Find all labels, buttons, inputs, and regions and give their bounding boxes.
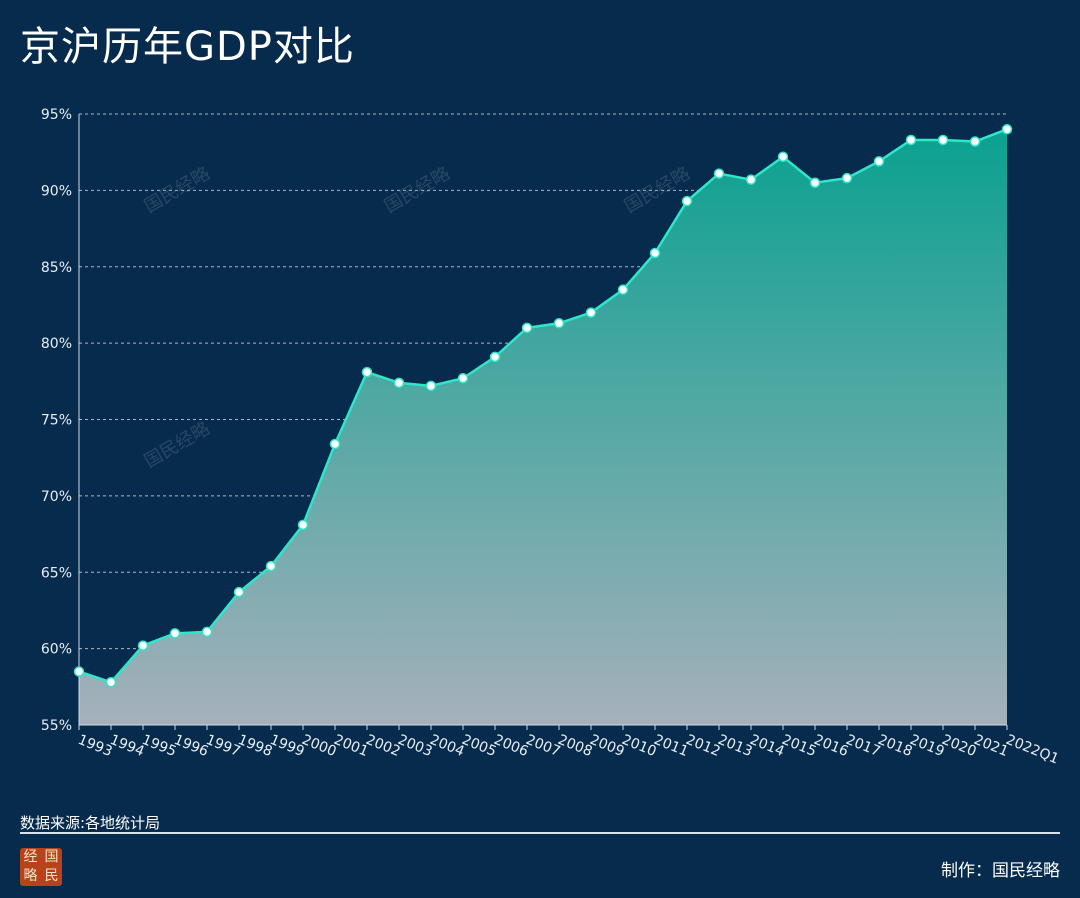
data-point	[393, 377, 405, 389]
data-point	[809, 177, 821, 188]
data-point	[137, 640, 149, 651]
y-tick-label: 60%	[41, 642, 72, 658]
data-point	[1001, 124, 1013, 135]
data-point	[937, 134, 949, 146]
y-tick-label: 90%	[41, 183, 72, 199]
data-point	[841, 172, 853, 184]
data-point	[649, 247, 661, 259]
series-line	[78, 128, 1008, 684]
logo-char: 略	[23, 868, 38, 884]
page-title: 京沪历年GDP对比	[20, 24, 355, 70]
data-point	[969, 136, 981, 147]
data-point	[489, 351, 501, 363]
data-point	[105, 676, 117, 688]
y-axis-ticks: 55% 60% 65% 70% 75% 80% 85% 90% 95%	[41, 107, 72, 734]
data-point	[553, 318, 565, 329]
logo-char: 经	[23, 849, 38, 865]
data-point	[361, 366, 373, 378]
watermark-text: 国民经略	[141, 418, 214, 472]
data-point	[297, 519, 309, 531]
y-tick-label: 65%	[41, 565, 72, 581]
data-point	[617, 284, 629, 295]
data-point	[681, 195, 693, 207]
data-point	[745, 174, 757, 185]
axes	[78, 114, 1007, 726]
y-tick-label: 95%	[41, 107, 72, 123]
y-tick-label: 75%	[41, 413, 72, 429]
y-tick-label: 55%	[41, 718, 72, 734]
data-point	[905, 134, 917, 146]
data-point	[713, 168, 725, 179]
data-point	[73, 666, 85, 677]
data-point	[169, 628, 181, 639]
logo-char: 民	[44, 868, 59, 884]
data-point	[233, 586, 245, 598]
data-points	[73, 124, 1013, 688]
y-tick-label: 85%	[41, 260, 72, 276]
data-point	[873, 156, 885, 167]
x-axis-ticks: 1993199419951996199719981999200020012002…	[76, 725, 1062, 768]
data-point	[329, 438, 341, 450]
data-point	[265, 560, 277, 572]
data-source-note: 数据来源:各地统计局	[20, 814, 161, 832]
y-tick-label: 80%	[41, 336, 72, 352]
data-point	[201, 626, 213, 638]
y-tick-label: 70%	[41, 489, 72, 505]
x-tick-label: 2022Q1	[1004, 732, 1062, 768]
author-credit: 制作：国民经略	[941, 861, 1060, 881]
area-fill	[79, 129, 1007, 725]
data-point	[425, 380, 437, 392]
data-point	[457, 373, 469, 384]
data-point	[777, 151, 789, 163]
footer-divider	[20, 832, 1060, 834]
area-fill-layer	[78, 128, 1008, 725]
data-point	[521, 322, 533, 334]
logo-char: 国	[44, 849, 59, 865]
data-point	[585, 307, 597, 318]
brand-logo: 经 国 略 民	[20, 848, 62, 886]
